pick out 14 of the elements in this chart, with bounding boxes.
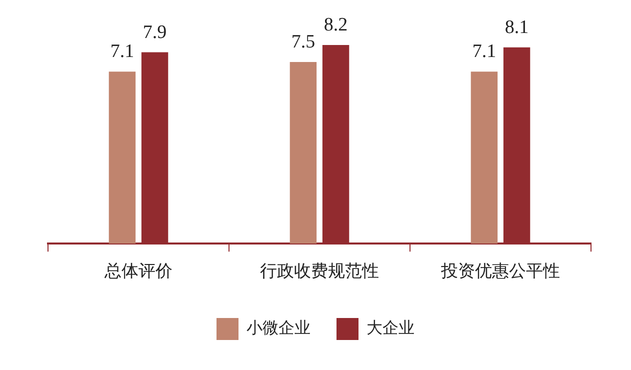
data-label: 7.1 [472,41,496,62]
x-tick-label: 行政收费规范性 [260,261,379,280]
data-label: 7.5 [291,31,316,52]
bar [290,62,317,244]
x-tick-label: 总体评价 [104,261,172,280]
data-label: 8.1 [504,16,529,38]
bar [470,72,498,244]
legend-label: 大企业 [366,319,414,338]
bar [108,72,136,244]
legend-label: 小微企业 [246,319,310,338]
data-label: 7.9 [142,22,167,43]
x-tick-label: 投资优惠公平性 [440,261,560,280]
data-label: 7.1 [110,41,134,62]
data-label: 8.2 [324,14,348,36]
